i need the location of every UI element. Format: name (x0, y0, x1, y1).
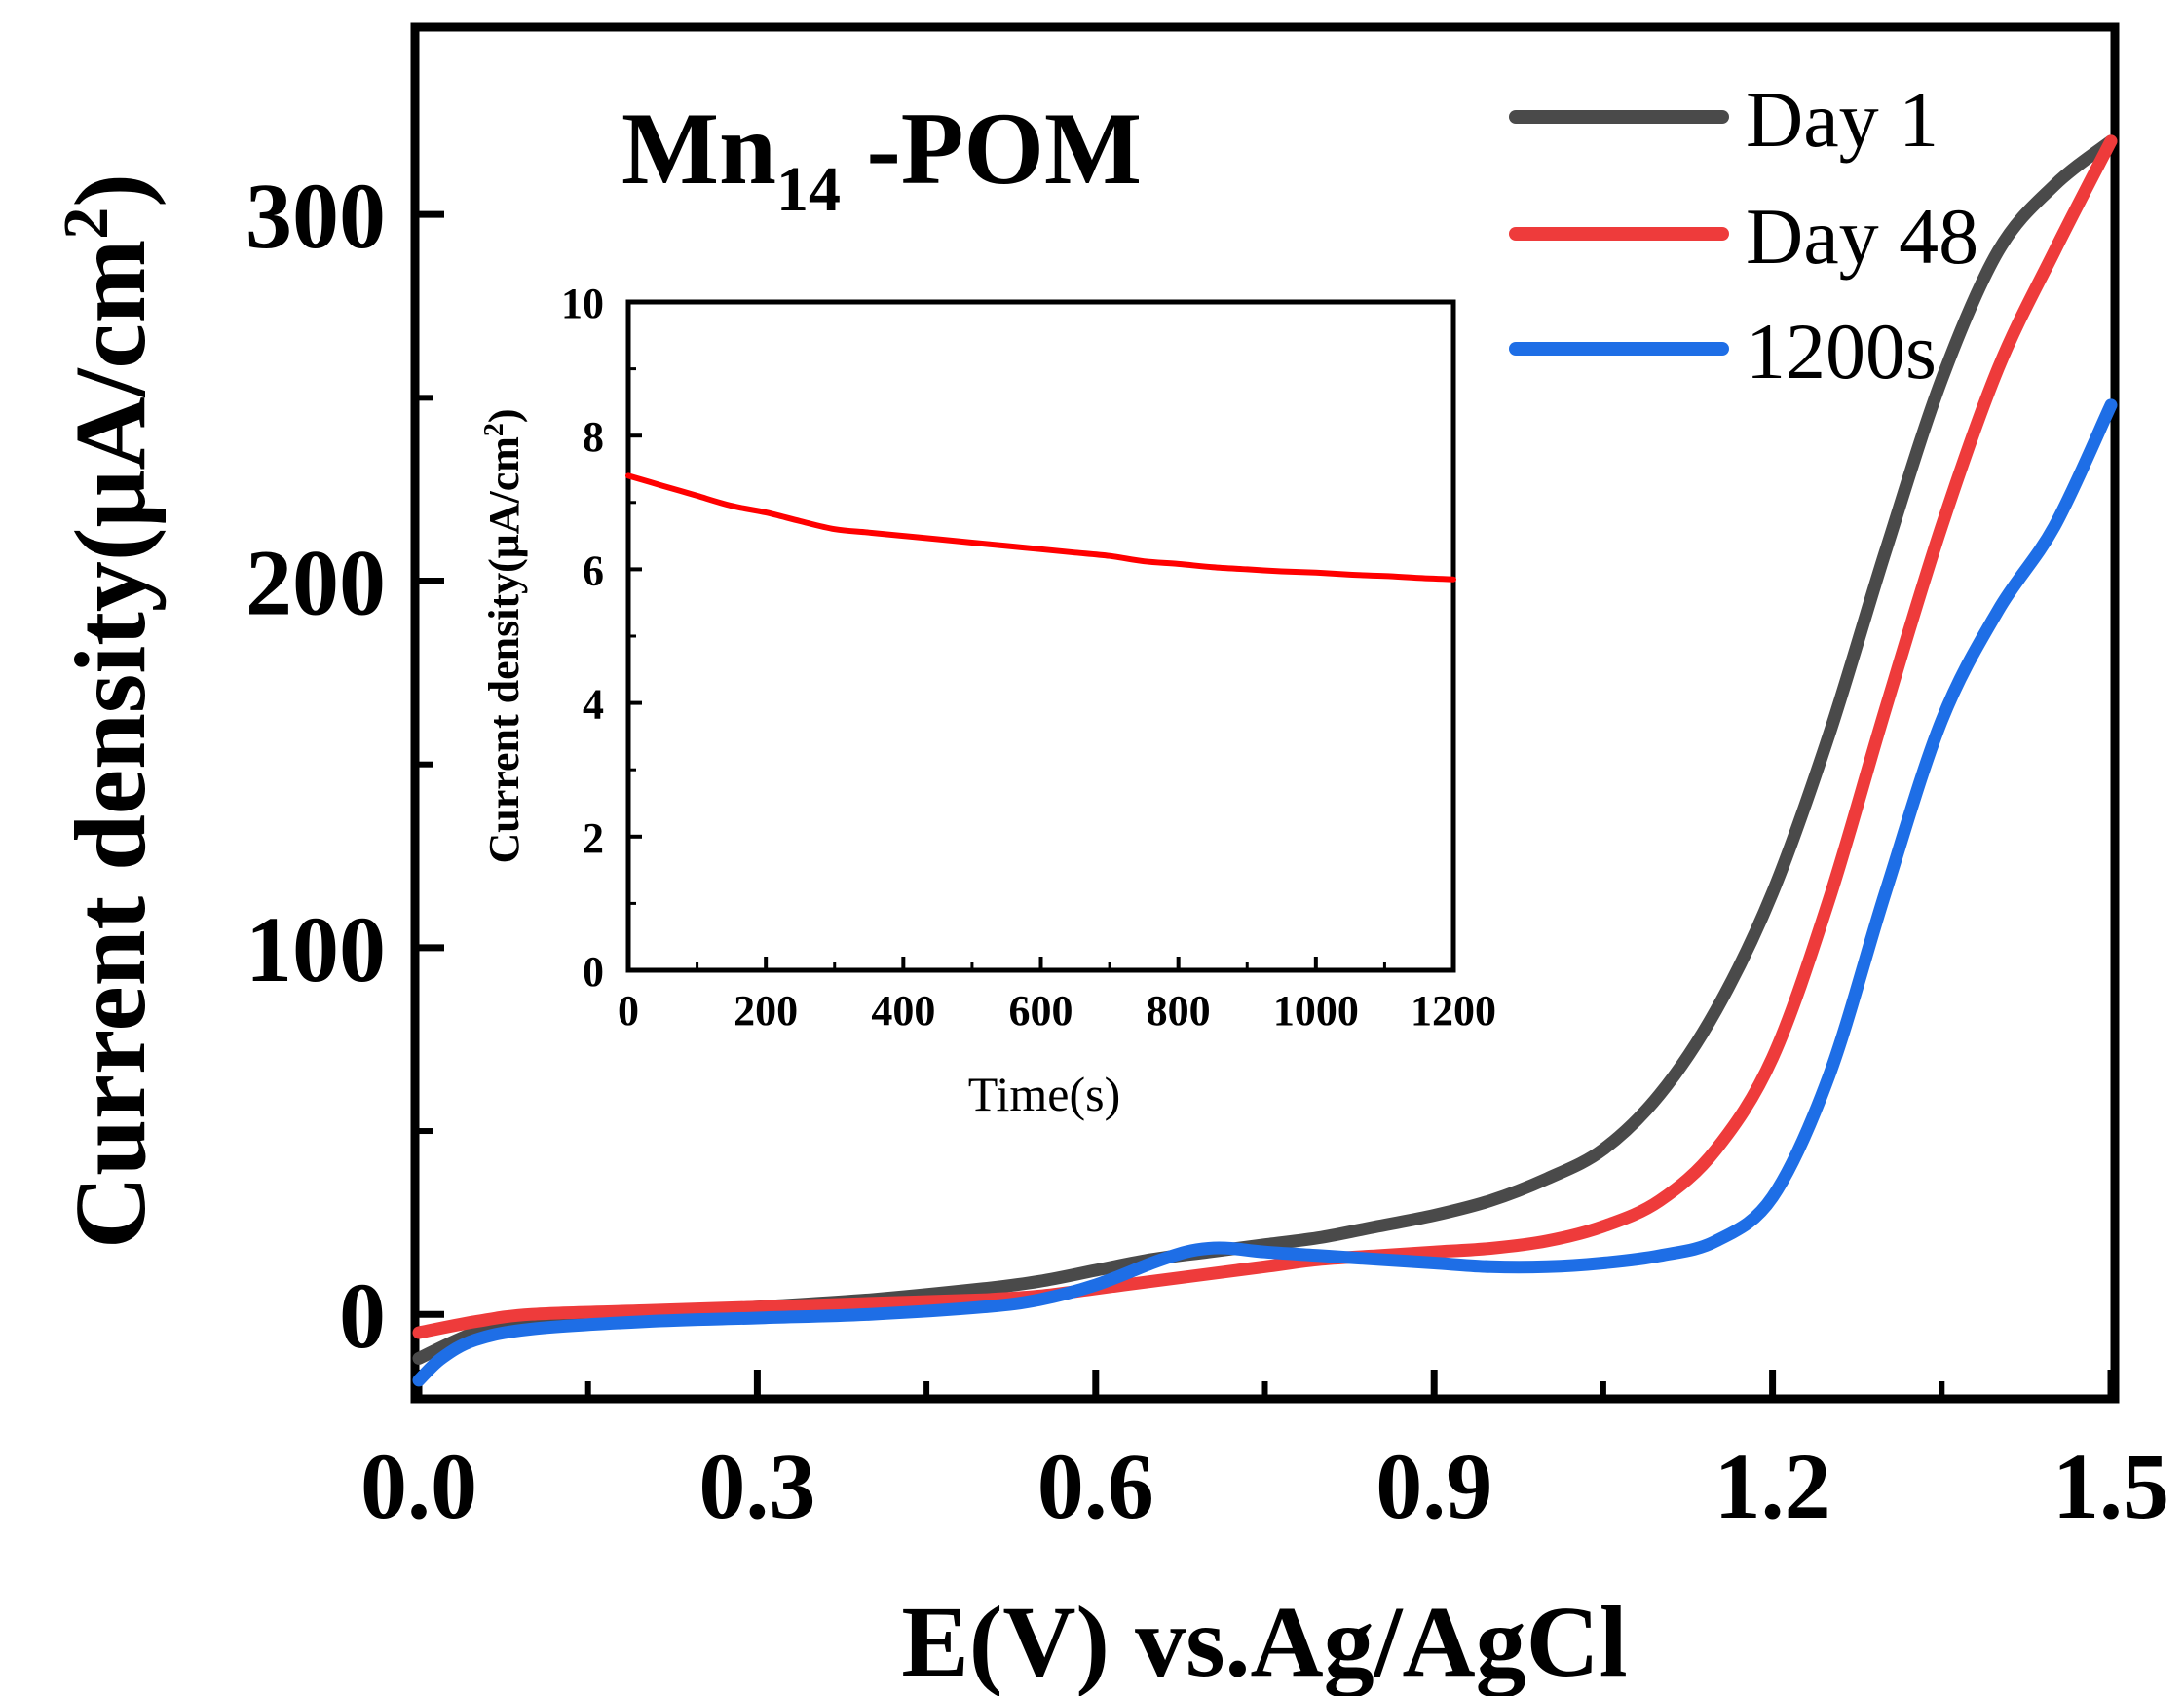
main-plot-frame (410, 22, 2120, 1404)
inset-y-tick-label: 4 (583, 681, 604, 729)
inset-series-lines (625, 472, 1456, 583)
main-y-tick-label: 0 (339, 1263, 386, 1368)
main-y-axis-label-close: ) (55, 173, 167, 207)
inset-x-tick-label: 1000 (1273, 987, 1359, 1035)
inset-y-tick-label: 2 (583, 814, 604, 862)
inset-y-tick-label: 8 (583, 413, 604, 461)
inset-x-axis-ticks: 0 200 400 600 800 1000 1200 (618, 957, 1496, 1035)
inset-y-axis-label-superscript: 2 (479, 423, 509, 436)
main-chart-title-subscript: 14 (776, 154, 841, 225)
main-x-tick-label: 1.5 (2052, 1434, 2169, 1538)
inset-y-axis-label-close: ) (480, 408, 528, 423)
legend-label: 1200s (1746, 307, 1937, 396)
main-x-axis-ticks: 0.0 0.3 0.6 0.9 1.2 1.5 (360, 1370, 2169, 1538)
inset-y-axis-label: Current density(μA/cm2) (479, 408, 528, 863)
main-series-line (412, 134, 2118, 1339)
inset-y-axis-label-base: Current density(μA/cm (480, 436, 528, 863)
inset-plot-area: 0 200 400 600 800 1000 1200 0 2 4 6 8 10 Time(s) Cu… (479, 280, 1496, 1121)
inset-x-tick-label: 200 (734, 987, 798, 1035)
legend: Day 1 Day 48 1200s (1509, 75, 1978, 396)
inset-x-axis-label: Time(s) (968, 1067, 1121, 1121)
main-y-axis-ticks: 0 100 200 300 (245, 164, 444, 1368)
main-x-tick-label: 1.2 (1714, 1434, 1831, 1538)
main-y-axis-label: Current density(μA/cm2) (51, 173, 167, 1249)
inset-x-tick-label: 800 (1147, 987, 1211, 1035)
main-series-line (412, 398, 2118, 1387)
inset-y-axis-ticks: 0 2 4 6 8 10 (561, 280, 642, 996)
inset-y-tick-label: 10 (561, 280, 604, 327)
inset-y-tick-label: 0 (583, 948, 604, 996)
main-chart-title: Mn14 -POM (621, 92, 1142, 225)
main-x-axis-label: E(V) vs.Ag/AgCl (901, 1586, 1627, 1696)
main-chart-title-base: Mn (621, 92, 776, 206)
main-x-tick-label: 0.6 (1037, 1434, 1154, 1538)
inset-series-line (625, 472, 1456, 583)
main-chart-title-rest: -POM (841, 92, 1142, 206)
main-series-lines (412, 134, 2118, 1387)
main-x-tick-label: 0.0 (360, 1434, 477, 1538)
main-x-tick-label: 0.3 (698, 1434, 815, 1538)
main-y-tick-label: 200 (245, 531, 386, 635)
main-x-tick-label: 0.9 (1375, 1434, 1492, 1538)
main-y-axis-label-superscript: 2 (51, 207, 122, 240)
legend-label: Day 48 (1746, 192, 1978, 281)
main-y-axis-label-base: Current density(μA/cm (55, 240, 167, 1249)
main-y-tick-label: 100 (245, 897, 386, 1001)
main-y-tick-label: 300 (245, 164, 386, 268)
inset-plot-frame (625, 299, 1456, 973)
inset-x-tick-label: 0 (618, 987, 639, 1035)
inset-x-tick-label: 1200 (1411, 987, 1496, 1035)
legend-label: Day 1 (1746, 75, 1939, 164)
inset-y-tick-label: 6 (583, 546, 604, 594)
inset-x-tick-label: 400 (871, 987, 935, 1035)
inset-x-tick-label: 600 (1009, 987, 1073, 1035)
